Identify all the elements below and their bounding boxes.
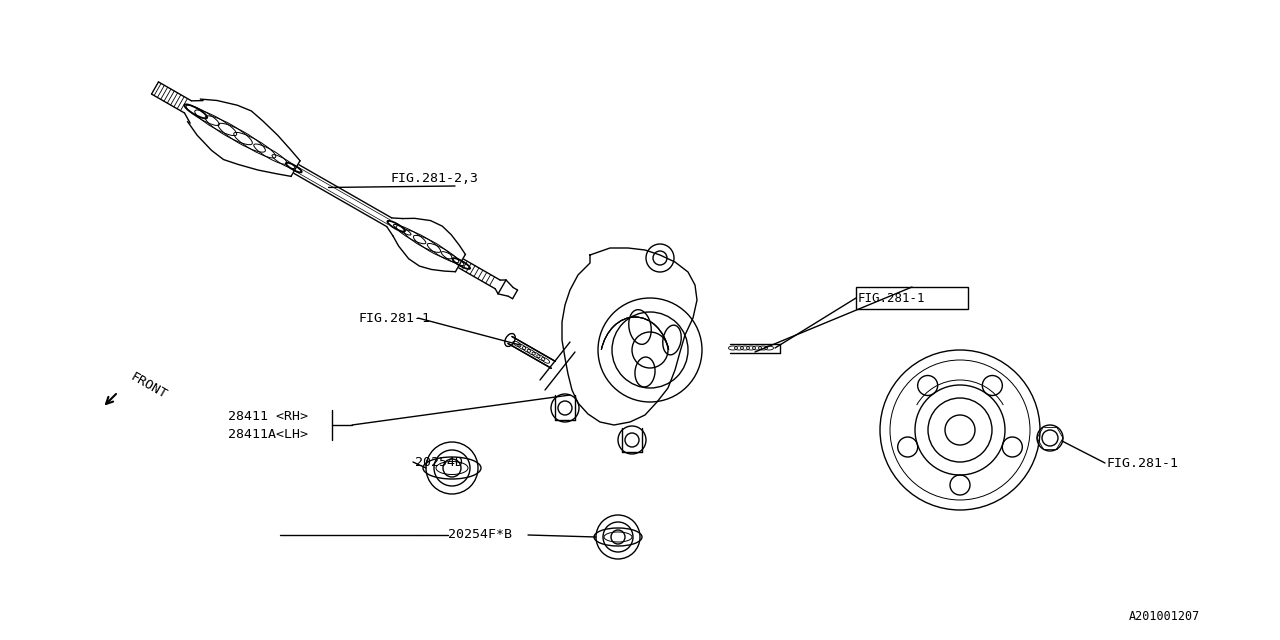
Text: 28411A<LH>: 28411A<LH> — [228, 428, 308, 440]
Bar — [856, 287, 968, 309]
Text: 20254D: 20254D — [415, 456, 463, 468]
Text: FIG.281-1: FIG.281-1 — [858, 291, 925, 305]
Text: 28411 <RH>: 28411 <RH> — [228, 410, 308, 422]
Text: FIG.281-2,3: FIG.281-2,3 — [390, 172, 477, 184]
Text: A201001207: A201001207 — [1129, 611, 1201, 623]
Text: FRONT: FRONT — [128, 371, 169, 402]
Text: 20254F*B: 20254F*B — [448, 529, 512, 541]
Text: FIG.281-1: FIG.281-1 — [1107, 456, 1179, 470]
Text: FIG.281-1: FIG.281-1 — [358, 312, 430, 324]
